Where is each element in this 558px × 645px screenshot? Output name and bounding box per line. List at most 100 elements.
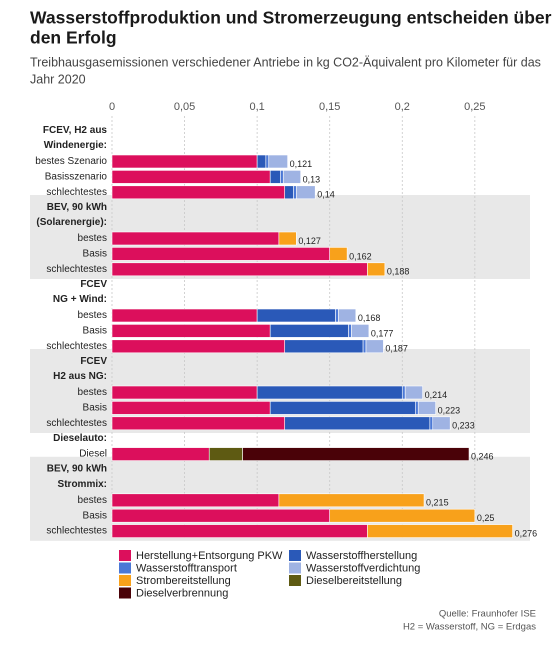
x-tick-label: 0,15 (319, 101, 340, 113)
bar-segment (284, 339, 364, 354)
total-label: 0,13 (303, 174, 321, 184)
x-tick-label: 0,25 (464, 101, 485, 113)
source: Quelle: Fraunhofer ISE (439, 609, 536, 620)
category-label: Basis (83, 249, 107, 260)
bar-segment (242, 447, 470, 461)
bar-segment (415, 401, 419, 415)
legend-label: Dieselbereitstellung (306, 575, 402, 587)
total-label: 0,177 (371, 328, 394, 338)
category-label: Diesel (79, 449, 107, 460)
category-label: Basis (83, 326, 107, 337)
bar-segment (404, 385, 423, 400)
bar-segment (111, 416, 286, 431)
group-label: NG + Wind: (53, 294, 107, 305)
bar-segment (348, 324, 352, 338)
bar-segment (111, 247, 331, 261)
legend-swatch (289, 575, 301, 586)
bar-segment (284, 416, 431, 431)
group-label: FCEV (80, 279, 107, 290)
group-label: Windenergie: (44, 140, 107, 151)
bar-segment (111, 339, 286, 354)
category-label: bestes (78, 310, 107, 321)
group-label: FCEV, H2 aus (43, 125, 108, 136)
legend-swatch (119, 575, 131, 586)
bar-segment (111, 154, 258, 169)
bar-segment (401, 385, 406, 400)
category-label: schlechtestes (46, 264, 107, 275)
group-label: (Solarenergie): (36, 217, 107, 228)
legend-swatch (289, 550, 301, 561)
bar-segment (111, 401, 271, 415)
legend-swatch (119, 562, 131, 574)
bar-segment (269, 324, 349, 338)
bar-segment (269, 401, 416, 415)
x-tick-label: 0,1 (249, 101, 264, 113)
bar-segment (329, 247, 348, 261)
category-label: schlechtestes (46, 526, 107, 537)
category-label: bestes (78, 387, 107, 398)
total-label: 0,187 (385, 344, 408, 354)
bar-segment (256, 385, 403, 400)
chart-title: Wasserstoffproduktion und Stromerzeugung… (30, 8, 552, 28)
bar-segment (367, 262, 386, 277)
legend-label: Herstellung+Entsorgung PKW (136, 550, 283, 562)
total-label: 0,233 (452, 421, 475, 431)
chart-title: den Erfolg (30, 28, 117, 48)
bar-segment (362, 339, 367, 354)
legend-swatch (119, 550, 131, 561)
group-label: BEV, 90 kWh (47, 202, 107, 213)
total-label: 0,214 (425, 390, 448, 400)
bar-segment (429, 416, 434, 431)
bar-segment (296, 185, 316, 200)
bar-segment (329, 508, 476, 523)
chart-subtitle: Jahr 2020 (30, 72, 86, 86)
bar-segment (365, 339, 384, 354)
category-label: Basis (83, 510, 107, 521)
bar-segment (351, 324, 370, 338)
x-tick-label: 0,2 (395, 101, 410, 113)
legend-label: Wasserstoffherstellung (306, 550, 417, 562)
total-label: 0,188 (387, 267, 410, 277)
category-label: bestes (78, 495, 107, 506)
legend-label: Wasserstoffverdichtung (306, 562, 420, 574)
bar-segment (417, 401, 436, 415)
bar-segment (278, 231, 297, 246)
category-label: schlechtestes (46, 341, 107, 352)
total-label: 0,14 (317, 190, 335, 200)
category-label: schlechtestes (46, 418, 107, 429)
group-label: Strommix: (58, 479, 107, 490)
bar-segment (111, 231, 280, 246)
bar-segment (282, 170, 301, 184)
category-label: bestes Szenario (35, 156, 107, 167)
category-label: bestes (78, 233, 107, 244)
total-label: 0,121 (290, 159, 313, 169)
bar-segment (208, 447, 243, 461)
total-label: 0,162 (349, 251, 372, 261)
bar-segment (269, 170, 281, 184)
grid (111, 116, 476, 539)
bar-segment (280, 170, 284, 184)
bar-segment (256, 154, 267, 169)
group-label: Dieselauto: (53, 433, 107, 444)
bar-segment (111, 262, 368, 277)
total-label: 0,246 (471, 451, 494, 461)
legend-label: Strombereitstellung (136, 575, 231, 587)
chart-subtitle: Treibhausgasemissionen verschiedener Ant… (30, 55, 541, 69)
bar-segment (284, 185, 294, 200)
bar-segment (111, 324, 271, 338)
legend-label: Dieselverbrennung (136, 587, 228, 599)
legend-label: Wasserstofftransport (136, 562, 237, 574)
group-label: FCEV (80, 356, 107, 367)
total-label: 0,168 (358, 313, 381, 323)
group-label: H2 aus NG: (53, 371, 107, 382)
source: H2 = Wasserstoff, NG = Erdgas (403, 622, 536, 633)
x-tick-label: 0,05 (174, 101, 195, 113)
total-label: 0,127 (298, 236, 321, 246)
group-label: BEV, 90 kWh (47, 464, 107, 475)
bar-segment (367, 524, 513, 538)
bar-segment (111, 493, 280, 508)
bar-segment (111, 170, 271, 184)
category-label: Basis (83, 403, 107, 414)
bar-segment (111, 524, 368, 538)
